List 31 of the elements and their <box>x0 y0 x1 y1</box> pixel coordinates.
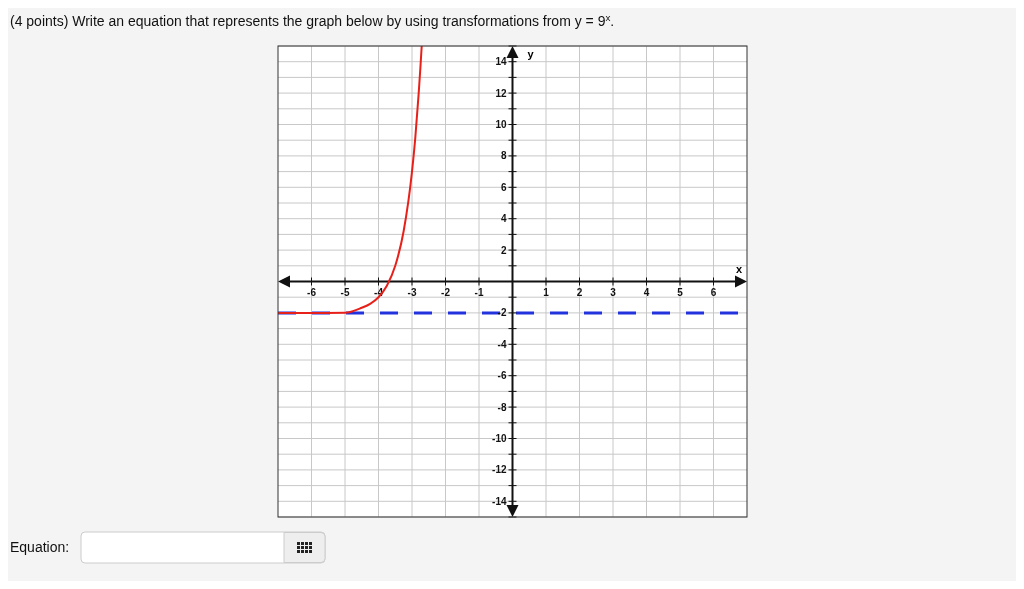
y-tick-label: -14 <box>492 495 507 507</box>
x-tick-label: 2 <box>576 286 583 298</box>
text: Equation: <box>10 539 70 555</box>
y-tick-label: -8 <box>497 401 507 413</box>
y-tick-label: -4 <box>497 338 507 350</box>
y-tick-label: -12 <box>492 464 507 476</box>
y-tick-label: 14 <box>495 56 507 68</box>
y-tick-label: 6 <box>500 181 507 193</box>
y-tick-label: 10 <box>495 119 507 130</box>
x-tick-label: -6 <box>307 286 317 298</box>
x-tick-label: -5 <box>340 286 350 298</box>
y-tick-label: 4 <box>500 213 507 225</box>
y-tick-label: -10 <box>492 433 507 444</box>
line-series <box>278 46 423 314</box>
y-axis-title: y <box>527 48 535 60</box>
y-tick-label: 2 <box>500 244 507 256</box>
x-tick-label: 1 <box>543 286 550 298</box>
y-tick-label: -2 <box>497 307 507 319</box>
y-tick-label: -6 <box>497 370 507 382</box>
x-tick-label: 4 <box>643 286 650 298</box>
x-tick-label: -2 <box>441 286 451 298</box>
x-tick-label: 5 <box>677 286 684 298</box>
x-axis-title: x <box>735 262 743 275</box>
y-tick-label: 8 <box>500 150 507 162</box>
x-tick-label: -4 <box>374 286 384 298</box>
y-tick-label: 12 <box>495 87 507 99</box>
x-tick-label: 3 <box>610 286 617 298</box>
x-tick-label: -1 <box>474 286 484 298</box>
x-tick-label: 6 <box>710 286 717 298</box>
x-tick-label: -3 <box>407 286 417 298</box>
chart-title: (4 points) Write an equation that represents the graph below by using transformations from y = 9$^{x}$. <box>10 11 615 29</box>
